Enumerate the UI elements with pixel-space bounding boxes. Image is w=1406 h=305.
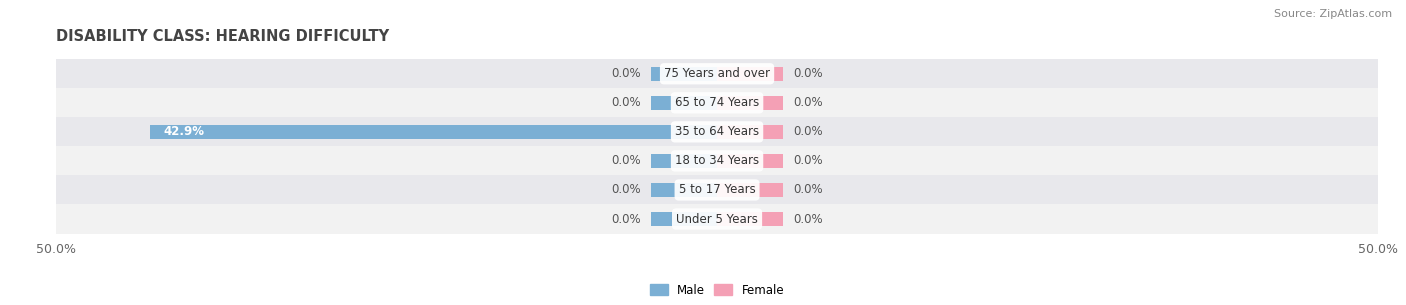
- Text: 42.9%: 42.9%: [163, 125, 204, 138]
- Bar: [56, 146, 1378, 175]
- Bar: [651, 154, 717, 168]
- Bar: [651, 183, 717, 197]
- Text: 0.0%: 0.0%: [794, 67, 824, 80]
- Text: 0.0%: 0.0%: [794, 125, 824, 138]
- Bar: [717, 183, 783, 197]
- Text: DISABILITY CLASS: HEARING DIFFICULTY: DISABILITY CLASS: HEARING DIFFICULTY: [56, 29, 389, 44]
- Bar: [651, 212, 717, 226]
- Text: 0.0%: 0.0%: [610, 184, 640, 196]
- Text: 0.0%: 0.0%: [794, 96, 824, 109]
- Text: 35 to 64 Years: 35 to 64 Years: [675, 125, 759, 138]
- Text: 0.0%: 0.0%: [610, 67, 640, 80]
- Bar: [150, 125, 717, 139]
- Bar: [56, 59, 1378, 88]
- Text: Source: ZipAtlas.com: Source: ZipAtlas.com: [1274, 9, 1392, 19]
- Bar: [56, 175, 1378, 204]
- Text: 65 to 74 Years: 65 to 74 Years: [675, 96, 759, 109]
- Text: 75 Years and over: 75 Years and over: [664, 67, 770, 80]
- Bar: [56, 204, 1378, 234]
- Text: 0.0%: 0.0%: [610, 154, 640, 167]
- Bar: [56, 117, 1378, 146]
- Text: 0.0%: 0.0%: [794, 213, 824, 225]
- Bar: [717, 66, 783, 81]
- Text: 0.0%: 0.0%: [794, 154, 824, 167]
- Legend: Male, Female: Male, Female: [645, 279, 789, 302]
- Bar: [717, 125, 783, 139]
- Text: 5 to 17 Years: 5 to 17 Years: [679, 184, 755, 196]
- Text: Under 5 Years: Under 5 Years: [676, 213, 758, 225]
- Bar: [651, 95, 717, 110]
- Text: 0.0%: 0.0%: [610, 96, 640, 109]
- Text: 18 to 34 Years: 18 to 34 Years: [675, 154, 759, 167]
- Bar: [56, 88, 1378, 117]
- Bar: [717, 95, 783, 110]
- Text: 0.0%: 0.0%: [794, 184, 824, 196]
- Bar: [717, 154, 783, 168]
- Bar: [651, 66, 717, 81]
- Text: 0.0%: 0.0%: [610, 213, 640, 225]
- Bar: [717, 212, 783, 226]
